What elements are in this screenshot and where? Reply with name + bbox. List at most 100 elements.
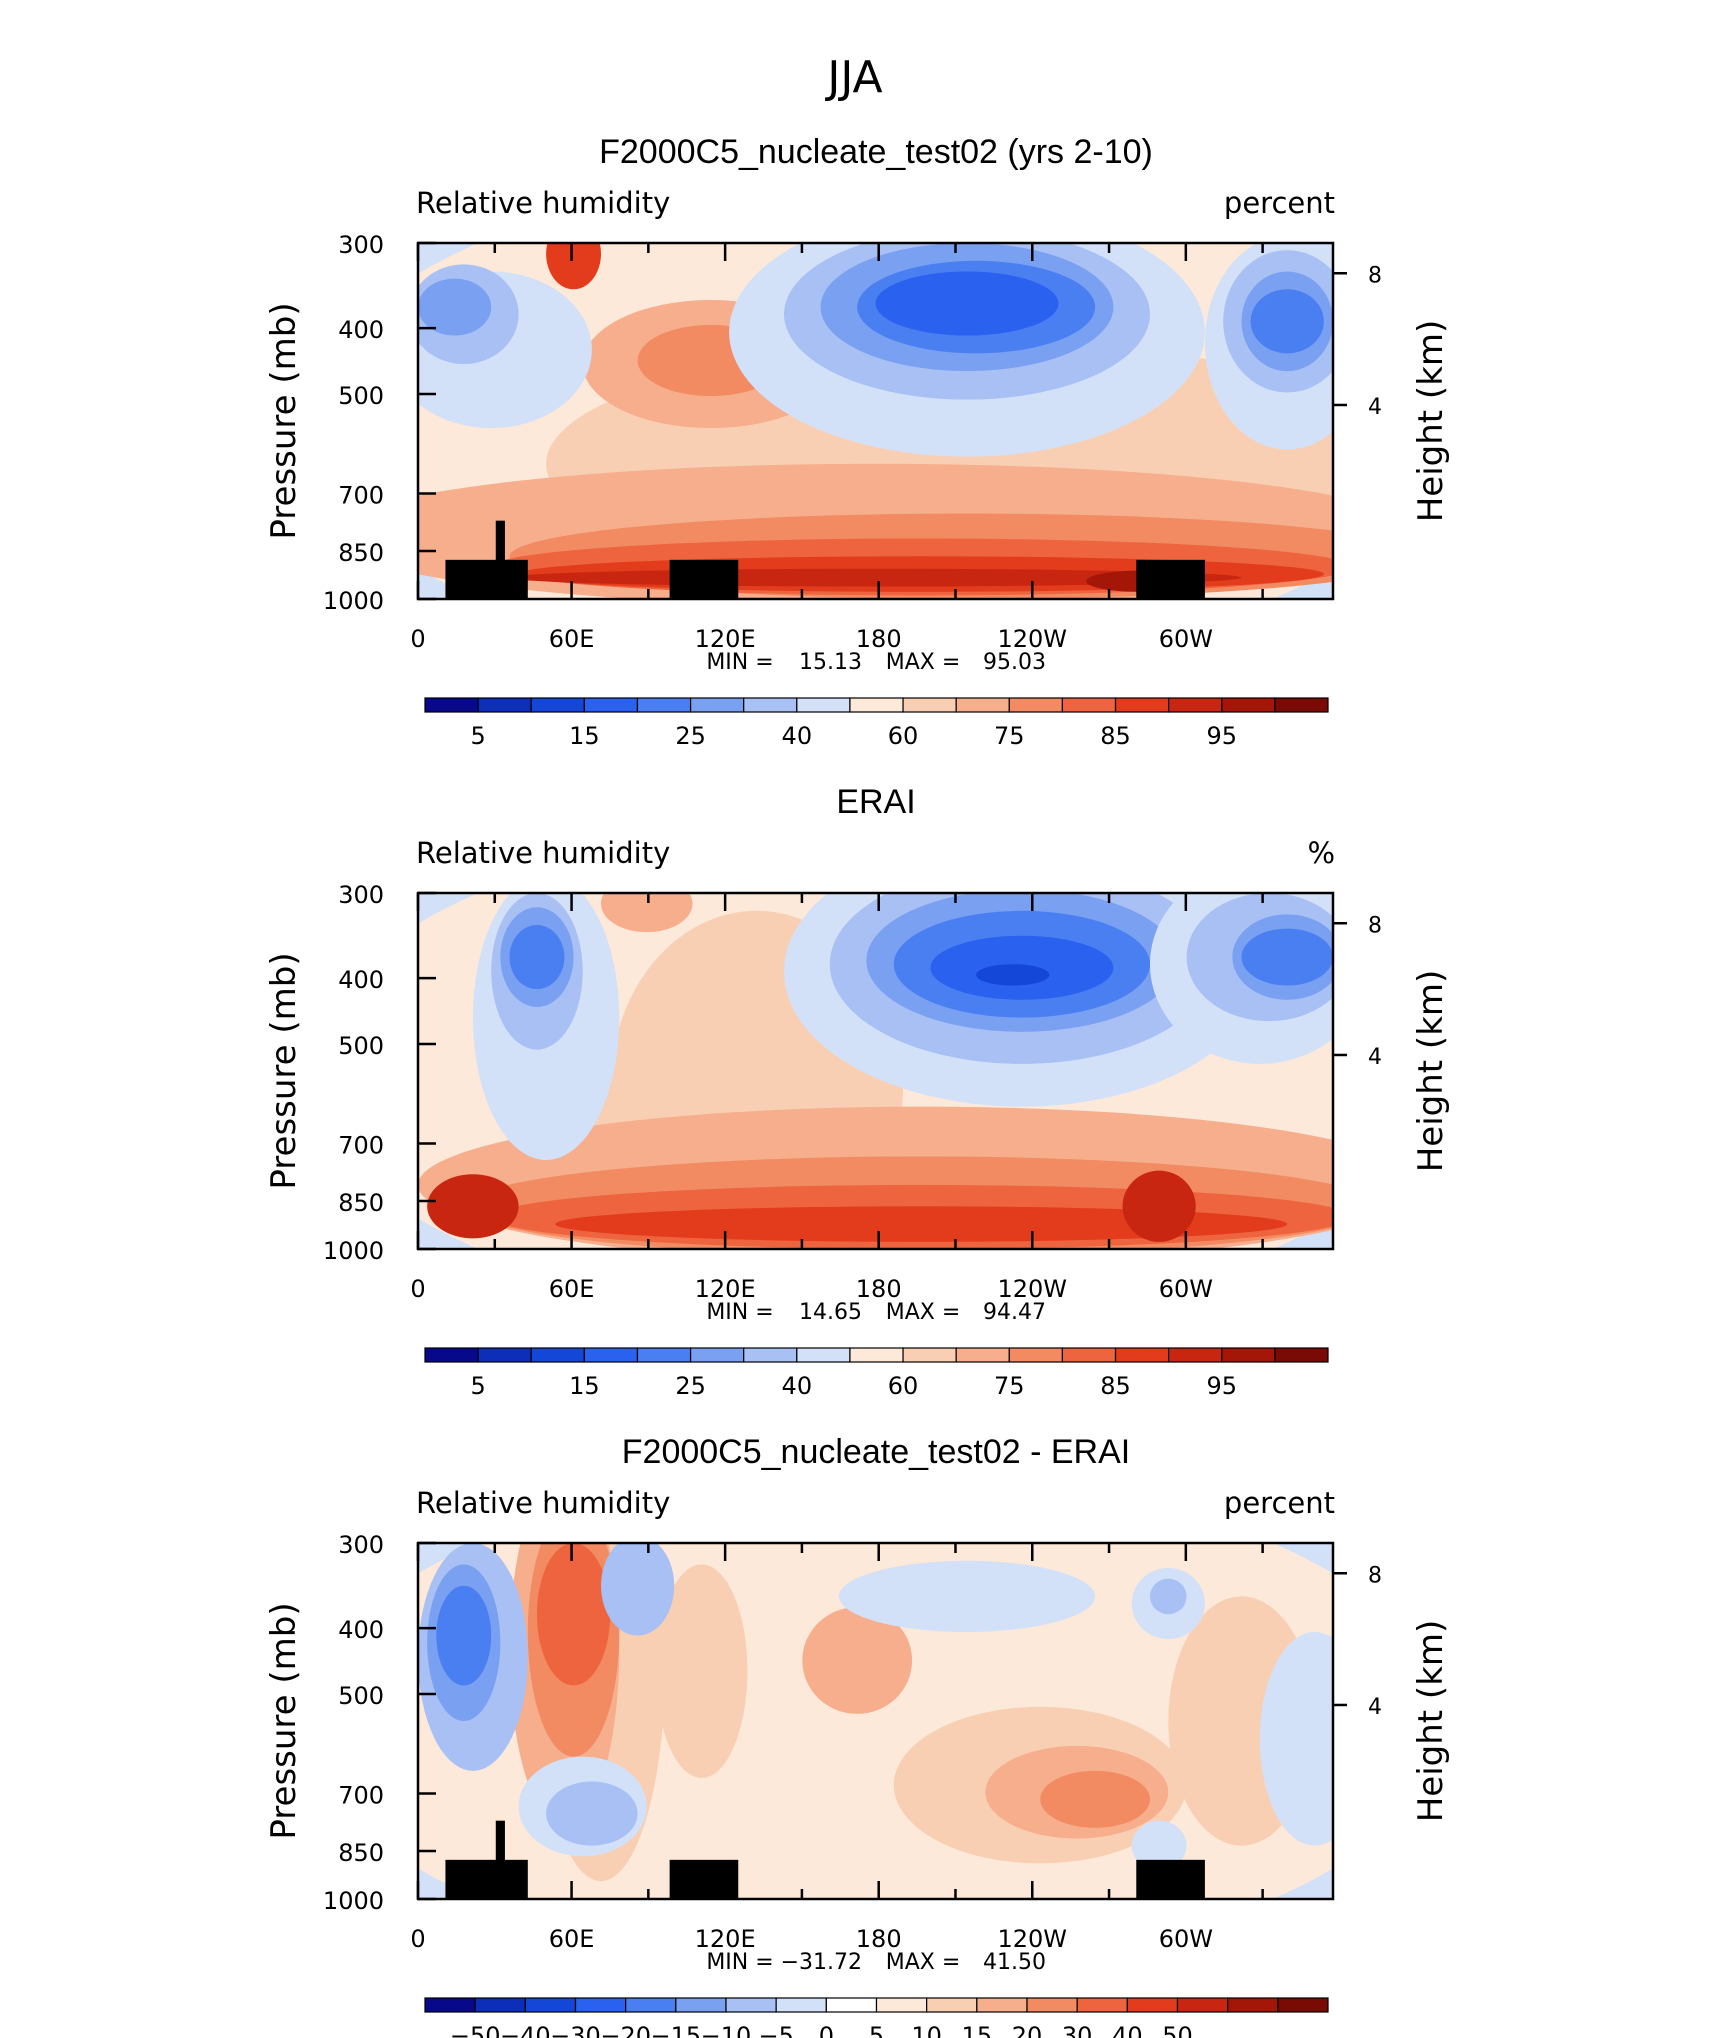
- contour-region: [976, 964, 1050, 986]
- colorbar-box: [636, 697, 692, 713]
- colorbar-box: [477, 697, 532, 713]
- y-tick-label: 1000: [323, 1237, 384, 1265]
- colorbar-box: [1176, 1997, 1229, 2013]
- max-value: 95.03: [983, 650, 1046, 675]
- x-tick-label: 120W: [997, 1925, 1067, 1953]
- contour-region: [1040, 1770, 1150, 1828]
- contour-region: [1131, 1820, 1187, 1871]
- colorbar-label: 25: [675, 1372, 706, 1400]
- topography-block: [669, 559, 739, 599]
- x-tick-label: 180: [856, 625, 902, 653]
- figure-title: JJA: [824, 52, 882, 103]
- colorbar-label: 50: [1162, 2022, 1193, 2038]
- colorbar-label: 30: [1062, 2022, 1093, 2038]
- x-tick-label: 120W: [997, 625, 1067, 653]
- colorbar-box: [976, 1997, 1028, 2013]
- colorbar-label: 15: [569, 722, 600, 750]
- x-tick-label: 120E: [695, 625, 756, 653]
- x-tick-label: 120E: [695, 1925, 756, 1953]
- colorbar-box: [583, 1347, 639, 1363]
- colorbar-label: −15: [651, 2022, 702, 2038]
- panel-title: ERAI: [836, 783, 915, 821]
- colorbar-box: [1008, 697, 1064, 713]
- colorbar-label: 0: [819, 2022, 834, 2038]
- y2-tick-label: 8: [1368, 1563, 1382, 1588]
- colorbar-box: [1221, 697, 1276, 713]
- y-tick-label: 700: [338, 482, 384, 510]
- y-tick-label: 400: [338, 966, 384, 994]
- contour-region: [1122, 1170, 1196, 1242]
- colorbar-box: [1061, 1347, 1117, 1363]
- colorbar-box: [625, 1997, 677, 2013]
- colorbar-box: [689, 697, 745, 713]
- colorbar-box: [583, 697, 639, 713]
- y2-tick-label: 8: [1368, 263, 1382, 288]
- contour-region: [436, 1585, 492, 1686]
- colorbar-box: [1274, 697, 1329, 713]
- x-tick-label: 60E: [549, 1925, 595, 1953]
- y2-tick-label: 4: [1368, 1045, 1382, 1070]
- contour-field: [418, 1543, 1333, 1899]
- x-tick-label: 60W: [1159, 1275, 1213, 1303]
- topography-block: [495, 520, 505, 599]
- colorbar-label: 60: [888, 1372, 919, 1400]
- y-tick-label: 500: [338, 1682, 384, 1710]
- x-tick-label: 180: [856, 1275, 902, 1303]
- colorbar-label: 15: [569, 1372, 600, 1400]
- units-label: percent: [1224, 186, 1335, 220]
- colorbar-box: [1114, 1347, 1170, 1363]
- contour-field: [418, 243, 1333, 599]
- variable-label: Relative humidity: [416, 836, 670, 870]
- colorbar-label: 40: [782, 722, 813, 750]
- colorbar-label: −50: [450, 2022, 501, 2038]
- colorbar-box: [1168, 697, 1223, 713]
- x-tick-label: 120W: [997, 1275, 1067, 1303]
- y-tick-label: 850: [338, 1189, 384, 1217]
- colorbar: 5 15 25 40 60 75 85 95: [424, 697, 1329, 750]
- contour-region: [427, 1174, 519, 1239]
- y-axis-title: Pressure (mb): [264, 302, 304, 539]
- colorbar-box: [424, 697, 479, 713]
- colorbar-box: [955, 697, 1010, 713]
- contour-region: [655, 1564, 748, 1778]
- colorbar-box: [530, 697, 585, 713]
- colorbar-box: [743, 1347, 798, 1363]
- colorbar-box: [1277, 1997, 1329, 2013]
- colorbar-label: 60: [888, 722, 919, 750]
- colorbar-box: [424, 1997, 476, 2013]
- colorbar-box: [524, 1997, 577, 2013]
- y-tick-label: 850: [338, 1839, 384, 1867]
- y2-axis-title: Height (km): [1411, 970, 1451, 1173]
- colorbar: 5 15 25 40 60 75 85 95: [424, 1347, 1329, 1400]
- x-tick-label: 60W: [1159, 625, 1213, 653]
- min-label: MIN =: [706, 1950, 773, 1975]
- y-tick-label: 700: [338, 1132, 384, 1160]
- colorbar-label: 85: [1100, 722, 1131, 750]
- colorbar-box: [1114, 697, 1170, 713]
- x-tick-label: 0: [410, 1275, 425, 1303]
- panel-title: F2000C5_nucleate_test02 (yrs 2-10): [599, 133, 1153, 171]
- y-tick-label: 300: [338, 231, 384, 259]
- contour-field: [418, 893, 1333, 1249]
- max-label: MAX =: [886, 1300, 961, 1325]
- topography-block: [1136, 559, 1205, 599]
- y2-tick-label: 8: [1368, 913, 1382, 938]
- colorbar-box: [530, 1347, 585, 1363]
- contour-region: [875, 271, 1059, 336]
- colorbar-box: [849, 697, 904, 713]
- min-value: −31.72: [781, 1950, 862, 1975]
- units-label: percent: [1224, 1486, 1335, 1520]
- plot-frame: [416, 1541, 1335, 1901]
- max-value: 94.47: [983, 1300, 1046, 1325]
- y-tick-label: 1000: [323, 1887, 384, 1915]
- y-tick-label: 700: [338, 1782, 384, 1810]
- colorbar-label: −5: [758, 2022, 793, 2038]
- max-label: MAX =: [886, 1950, 961, 1975]
- x-tick-label: 180: [856, 1925, 902, 1953]
- colorbar-label: 95: [1206, 722, 1237, 750]
- y-tick-label: 300: [338, 881, 384, 909]
- x-tick-label: 0: [410, 625, 425, 653]
- max-label: MAX =: [886, 650, 961, 675]
